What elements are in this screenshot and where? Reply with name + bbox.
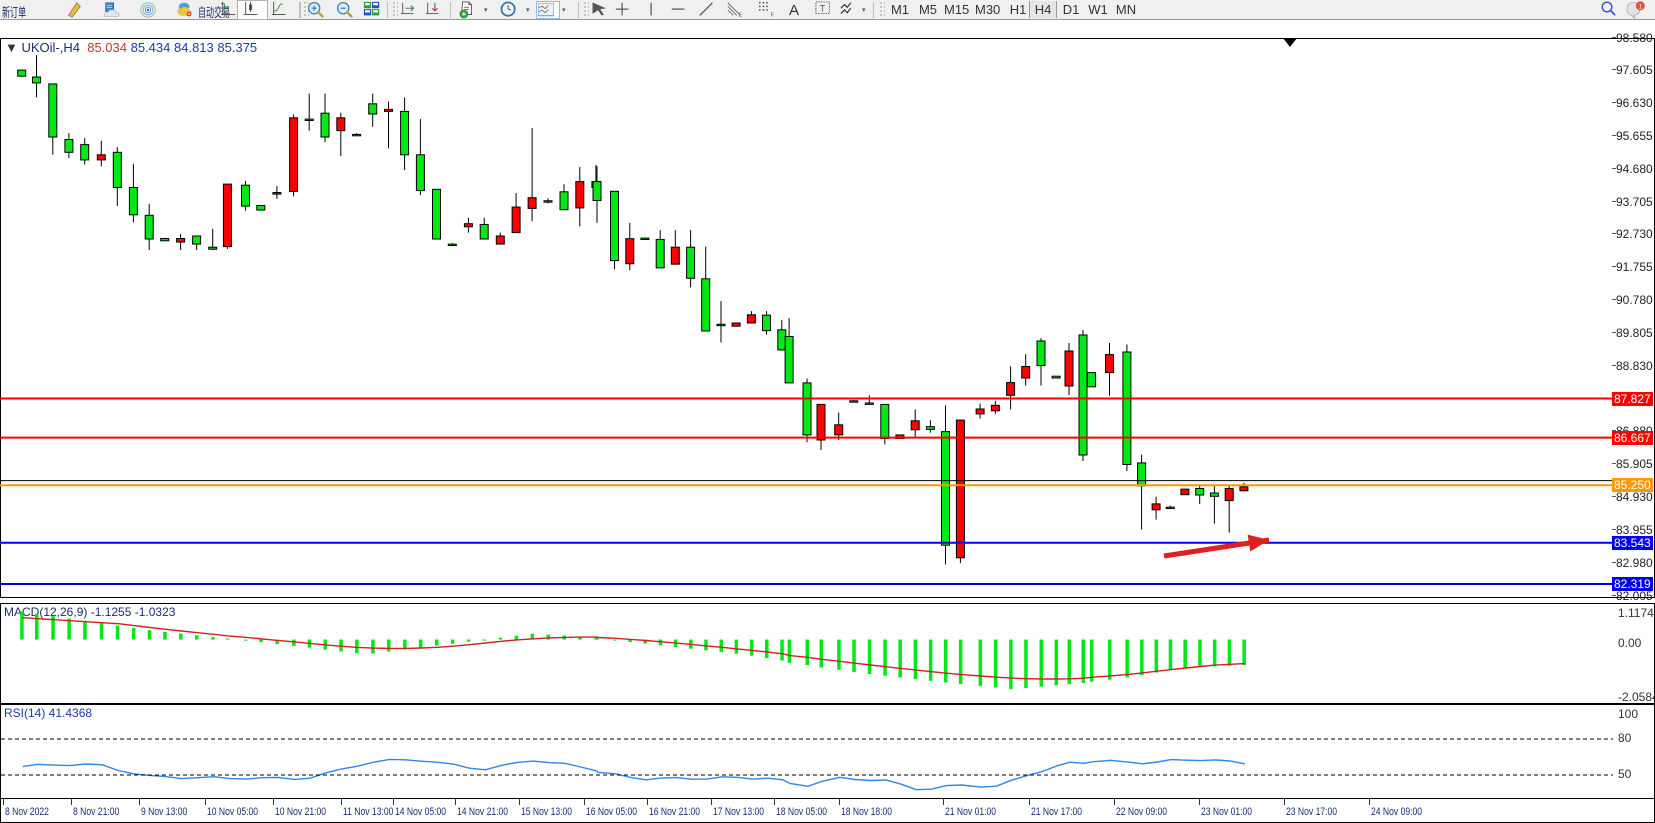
svg-text:F: F (771, 12, 775, 18)
svg-text:E: E (739, 12, 743, 18)
svg-text:1: 1 (1638, 3, 1642, 10)
svg-text:T: T (820, 3, 826, 13)
